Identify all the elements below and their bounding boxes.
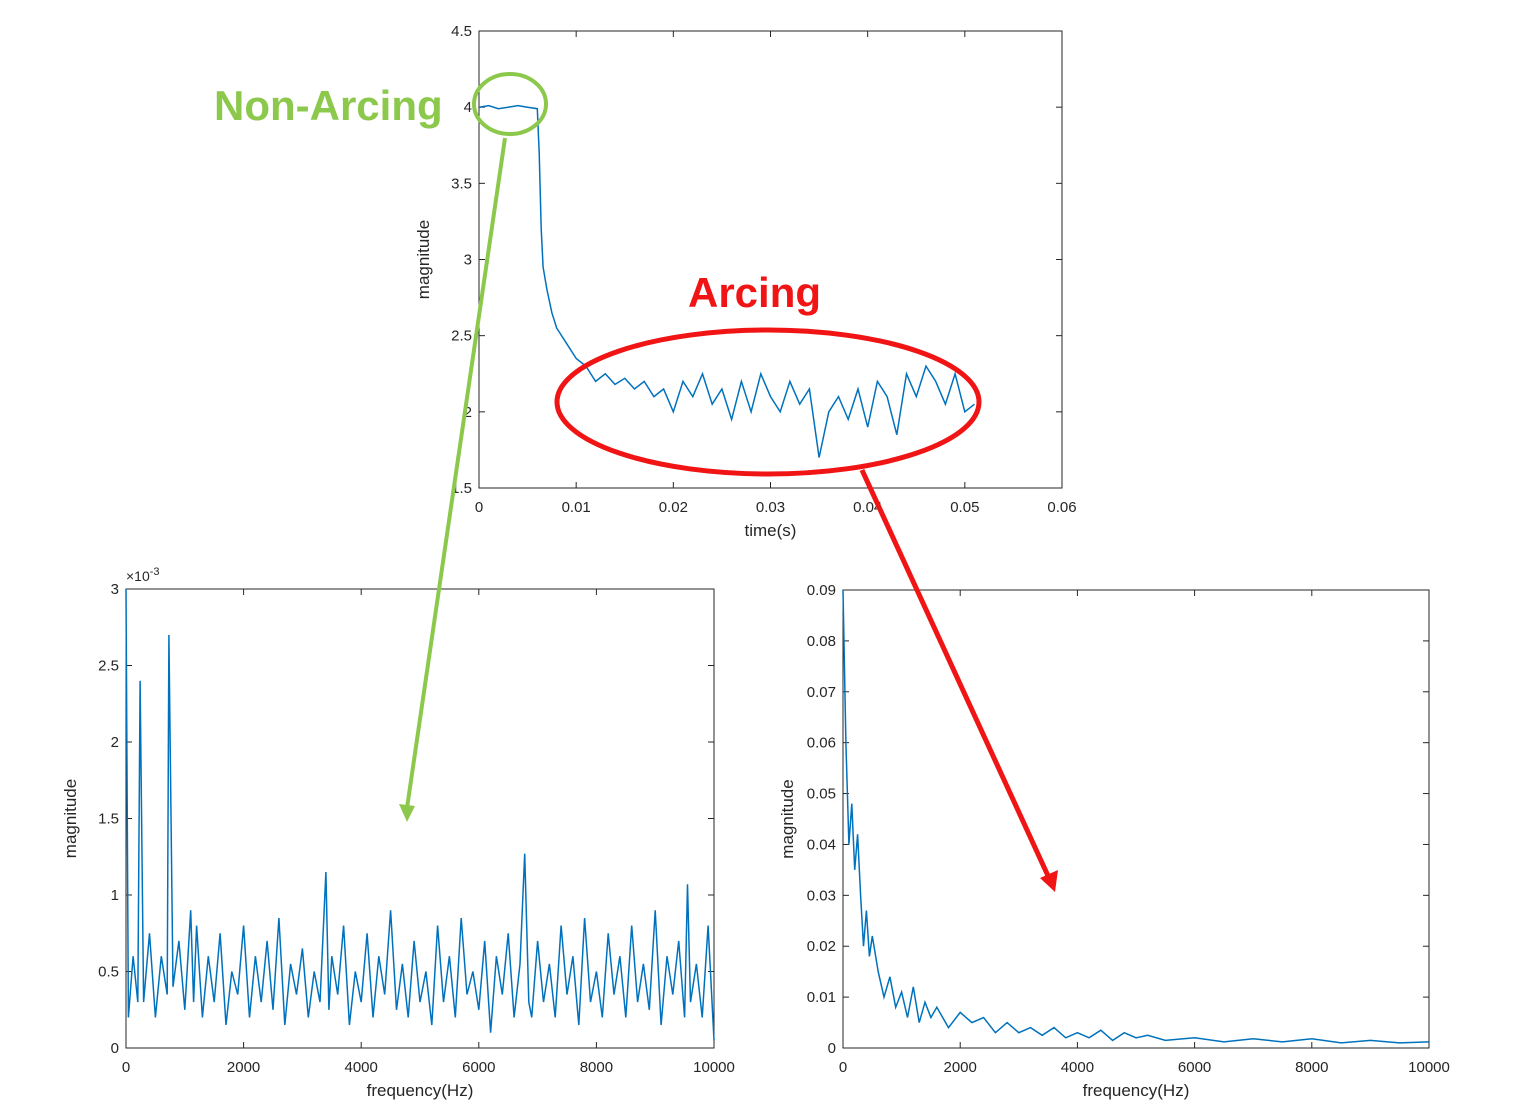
y-tick-label: 0.09 <box>807 582 836 599</box>
y-tick-label: 2.5 <box>451 328 472 345</box>
x-tick-label: 0 <box>122 1059 130 1076</box>
time-chart-ylabel: magnitude <box>414 220 433 299</box>
x-tick-label: 0.03 <box>756 499 785 516</box>
fft-arcing-ylabel: magnitude <box>778 779 797 858</box>
y-tick-label: 2.5 <box>98 658 119 675</box>
fft-arcing-chart: 0 2000 4000 6000 8000 10000 0 0.01 0.02 0.03 0.04 0… <box>778 582 1450 1100</box>
fft-arcing-frame <box>843 590 1429 1048</box>
non-arcing-label: Non-Arcing <box>214 82 443 129</box>
y-tick-label: 0.03 <box>807 887 836 904</box>
y-tick-label: 0 <box>828 1040 836 1057</box>
y-tick-label: 1 <box>111 887 119 904</box>
x-tick-label: 10000 <box>693 1059 735 1076</box>
y-tick-label: 0 <box>111 1040 119 1057</box>
x-tick-label: 8000 <box>1295 1059 1328 1076</box>
fft-arcing-series-line <box>843 590 1429 1043</box>
fft-non-arcing-xlabel: frequency(Hz) <box>367 1081 474 1100</box>
fft-non-arcing-chart: 0 2000 4000 6000 8000 10000 0 0.5 1 1.5 2 2.5 3 freq… <box>61 566 735 1100</box>
fft-non-arcing-ticks <box>126 589 714 1048</box>
x-tick-label: 6000 <box>462 1059 495 1076</box>
x-tick-label: 6000 <box>1178 1059 1211 1076</box>
x-tick-label: 0.05 <box>950 499 979 516</box>
fft-arcing-xlabel: frequency(Hz) <box>1083 1081 1190 1100</box>
y-tick-label: 3 <box>111 581 119 598</box>
x-tick-label: 0.01 <box>562 499 591 516</box>
fft-non-arcing-ylabel: magnitude <box>61 779 80 858</box>
y-tick-label: 0.04 <box>807 836 836 853</box>
x-tick-label: 10000 <box>1408 1059 1450 1076</box>
non-arcing-arrowhead <box>399 804 415 822</box>
x-tick-label: 0 <box>839 1059 847 1076</box>
x-tick-label: 4000 <box>345 1059 378 1076</box>
y-tick-label: 0.07 <box>807 684 836 701</box>
y-tick-label: 2 <box>111 734 119 751</box>
fft-non-arcing-frame <box>126 589 714 1048</box>
y-tick-label: 0.01 <box>807 989 836 1006</box>
fft-non-arcing-exponent: ×10-3 <box>126 566 160 584</box>
arcing-label: Arcing <box>688 269 821 316</box>
y-tick-label: 4 <box>464 99 472 116</box>
y-tick-label: 1.5 <box>98 811 119 828</box>
x-tick-label: 4000 <box>1061 1059 1094 1076</box>
exponent-power: -3 <box>150 566 160 578</box>
time-chart-xlabel: time(s) <box>745 521 797 540</box>
y-tick-label: 4.5 <box>451 23 472 40</box>
y-tick-label: 3 <box>464 252 472 269</box>
x-tick-label: 8000 <box>580 1059 613 1076</box>
y-tick-label: 3.5 <box>451 175 472 192</box>
arcing-ellipse <box>557 330 979 474</box>
arcing-arrow-line <box>862 470 1049 878</box>
y-tick-label: 0.5 <box>98 964 119 981</box>
y-tick-label: 0.02 <box>807 938 836 955</box>
x-tick-label: 0.06 <box>1047 499 1076 516</box>
x-tick-label: 0.02 <box>659 499 688 516</box>
y-tick-label: 0.05 <box>807 786 836 803</box>
y-tick-label: 0.06 <box>807 735 836 752</box>
x-tick-label: 2000 <box>944 1059 977 1076</box>
fft-arcing-ticks <box>843 590 1429 1048</box>
exponent-base: ×10 <box>126 568 150 584</box>
fft-non-arcing-series-line <box>126 589 714 1040</box>
y-tick-label: 0.08 <box>807 633 836 650</box>
x-tick-label: 2000 <box>227 1059 260 1076</box>
x-tick-label: 0 <box>475 499 483 516</box>
non-arcing-ellipse <box>474 74 546 134</box>
annotation-non-arcing: Non-Arcing <box>214 74 546 822</box>
